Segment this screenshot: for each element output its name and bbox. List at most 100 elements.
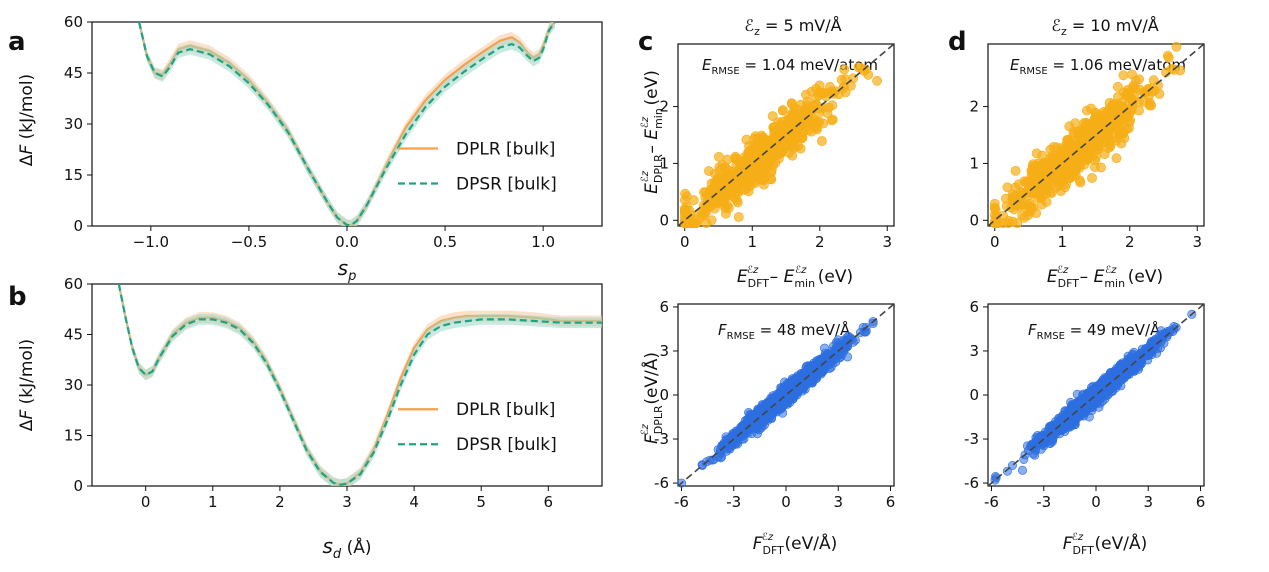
c_force-points bbox=[676, 317, 878, 488]
d_force-point bbox=[1127, 355, 1137, 365]
d_energy-point bbox=[1122, 124, 1132, 135]
d_energy-point bbox=[1087, 173, 1097, 183]
c-ey-main: E bbox=[642, 183, 662, 194]
c_energy-point bbox=[788, 112, 798, 122]
c-ea-main: E bbox=[702, 56, 712, 74]
c-ey-unit: (eV) bbox=[642, 70, 662, 111]
c_energy-point bbox=[750, 171, 761, 182]
d_energy-point bbox=[1012, 218, 1023, 229]
c_force-axes: -6 -3 0 3 6 -6 -3 0 3 6 bbox=[654, 298, 895, 511]
c_energy-point bbox=[827, 100, 838, 111]
d-fa-rest: = 49 meV/Å bbox=[1065, 320, 1161, 339]
a-band-1 bbox=[139, 22, 555, 226]
c_energy-point bbox=[711, 177, 722, 188]
b-band-0 bbox=[118, 284, 602, 486]
d_energy-point bbox=[1050, 172, 1060, 183]
a-y-label-pre: Δ bbox=[17, 154, 37, 166]
c_force-point bbox=[793, 371, 803, 381]
d_energy-point bbox=[1113, 81, 1123, 92]
c-energy-x-label: EDFTℰz – Eminℰz (eV) bbox=[737, 265, 853, 290]
b-ytick-label: 15 bbox=[64, 427, 83, 445]
a-y-label: ΔF (kJ/mol) bbox=[17, 74, 37, 166]
d-ex-sub: DFT bbox=[1058, 277, 1080, 290]
d_energy-point bbox=[1010, 165, 1021, 176]
c-ey-main2: E bbox=[642, 129, 662, 140]
d-energy-x-label: EDFTℰz – Eminℰz (eV) bbox=[1047, 265, 1163, 290]
c_energy-point bbox=[770, 157, 781, 168]
d_energy-point bbox=[1080, 137, 1090, 147]
d_energy-point bbox=[1118, 104, 1129, 115]
d_energy-point bbox=[1002, 182, 1013, 193]
c-fx-unit: (eV/Å) bbox=[779, 532, 837, 554]
b-xtick-label: 2 bbox=[275, 493, 285, 511]
d_energy-point bbox=[1022, 176, 1033, 187]
b-band-1 bbox=[118, 284, 602, 486]
c_energy-point bbox=[839, 64, 850, 75]
a-xtick-label: 0.5 bbox=[433, 233, 457, 251]
d_energy-points bbox=[989, 41, 1186, 229]
c_energy-xtick-label: 0 bbox=[680, 233, 690, 251]
c-ex-mid: – bbox=[764, 267, 783, 287]
d_energy-xtick-label: 0 bbox=[990, 233, 1000, 251]
c-ex-main2: E bbox=[784, 267, 795, 287]
d_energy-point bbox=[1023, 210, 1033, 221]
d-fa-main: F bbox=[1028, 321, 1037, 339]
c_energy-point bbox=[777, 105, 788, 116]
b-plot-area bbox=[117, 284, 602, 486]
c_energy-point bbox=[796, 133, 807, 144]
d_energy-xtick-label: 3 bbox=[1192, 233, 1202, 251]
d_energy-point bbox=[1144, 100, 1155, 111]
d-fx-unit: (eV/Å) bbox=[1089, 532, 1147, 554]
d_energy-point bbox=[1031, 148, 1042, 159]
b-legend-label: DPSR [bulk] bbox=[456, 435, 557, 455]
a-y-label-italic: F bbox=[17, 145, 37, 155]
a-legend-label: DPSR [bulk] bbox=[456, 174, 557, 194]
d_energy-point bbox=[1061, 161, 1072, 172]
title-c-rest: = 5 mV/Å bbox=[760, 16, 842, 35]
b-series-dpsr bbox=[117, 284, 602, 486]
d_force-ytick-label: 0 bbox=[969, 386, 979, 404]
d_energy-diagonal bbox=[987, 43, 1205, 227]
c_force-point bbox=[798, 384, 808, 394]
c_force-point bbox=[836, 352, 846, 362]
d_energy-point bbox=[1053, 180, 1064, 191]
c_energy-point bbox=[817, 136, 827, 146]
c_energy-diagonal bbox=[677, 43, 895, 227]
b-xtick-label: 4 bbox=[409, 493, 419, 511]
c_energy-point bbox=[709, 203, 720, 214]
title-c-symbol: ℰ bbox=[744, 16, 754, 35]
b-x-label-post: (Å) bbox=[341, 536, 371, 558]
a-ytick-label: 45 bbox=[64, 64, 83, 82]
c_force-xtick-label: -6 bbox=[674, 493, 689, 511]
c_energy-point bbox=[751, 160, 762, 170]
svg-text:EDFTℰz – Eminℰz (eV): EDFTℰz – Eminℰz (eV) bbox=[1047, 265, 1163, 290]
a-series-dpsr bbox=[138, 22, 556, 226]
d_energy-point bbox=[1090, 140, 1101, 151]
a-ytick-label: 15 bbox=[64, 166, 83, 184]
d-force-x-label: FDFTℰz (eV/Å) bbox=[1063, 532, 1148, 557]
c_energy-point bbox=[699, 187, 709, 198]
c_force-point bbox=[833, 338, 843, 348]
c_energy-ytick-label: 2 bbox=[659, 98, 669, 116]
d_energy-point bbox=[1090, 107, 1101, 118]
d_energy-point bbox=[1050, 154, 1060, 165]
c_energy-frame bbox=[677, 43, 895, 227]
d_force-point bbox=[1076, 407, 1086, 417]
b-ytick-label: 45 bbox=[64, 326, 83, 344]
d_energy-point bbox=[1075, 177, 1086, 188]
b-ytick-label: 30 bbox=[64, 376, 83, 394]
c_force-ytick-label: 3 bbox=[659, 342, 669, 360]
d_energy-point bbox=[1082, 105, 1092, 116]
c_energy-point bbox=[743, 186, 754, 197]
c_force-point bbox=[768, 406, 778, 416]
title-d: ℰz = 10 mV/Å bbox=[1051, 16, 1158, 38]
a-y-label-post: (kJ/mol) bbox=[17, 74, 37, 145]
c_force-ytick-label: -6 bbox=[654, 474, 669, 492]
c_energy-point bbox=[858, 66, 869, 76]
c_energy-axes: 0 1 2 3 0 1 2 bbox=[659, 43, 895, 251]
d_force-xtick-label: 3 bbox=[1143, 493, 1153, 511]
d_energy-point bbox=[1032, 193, 1043, 204]
a-axes: −1.0 −0.5 0.0 0.5 1.0 0 15 30 45 60 DPLR [bulk] DPS… bbox=[64, 13, 603, 251]
